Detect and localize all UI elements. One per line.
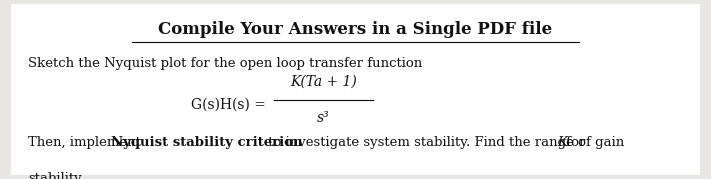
Text: K(Ta + 1): K(Ta + 1) — [290, 74, 357, 88]
Text: to investigate system stability. Find the range of gain: to investigate system stability. Find th… — [264, 136, 629, 149]
Text: G(s)H(s) =: G(s)H(s) = — [191, 98, 270, 112]
Text: Nyquist stability criterion: Nyquist stability criterion — [110, 136, 302, 149]
Text: Sketch the Nyquist plot for the open loop transfer function: Sketch the Nyquist plot for the open loo… — [28, 57, 423, 70]
Text: for: for — [562, 136, 585, 149]
Text: Compile Your Answers in a Single PDF file: Compile Your Answers in a Single PDF fil… — [159, 21, 552, 38]
Text: Then, implement: Then, implement — [28, 136, 146, 149]
Text: K: K — [557, 136, 567, 149]
Text: stability.: stability. — [28, 172, 85, 179]
Text: s³: s³ — [317, 111, 330, 125]
